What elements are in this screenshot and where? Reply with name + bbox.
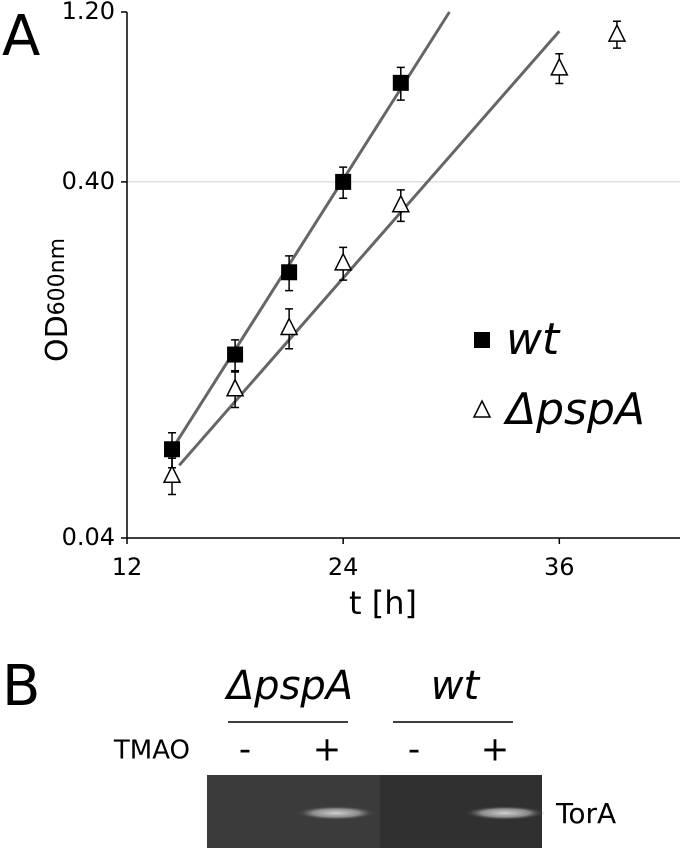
treatment-label: TMAO	[113, 736, 190, 766]
gel-band	[296, 806, 376, 820]
lane-label: -	[239, 730, 251, 770]
x-tick-label: 36	[544, 553, 575, 581]
panel-label: B	[2, 654, 40, 719]
y-tick-label: 0.40	[62, 167, 115, 195]
data-point	[225, 378, 245, 397]
legend-label: wt	[506, 314, 561, 365]
lane-label: +	[313, 730, 342, 770]
x-tick-label: 24	[328, 553, 359, 581]
data-point	[227, 346, 244, 363]
y-axis-label-main: OD	[40, 315, 75, 362]
group-label: ΔpspA	[224, 663, 353, 709]
y-tick-label: 0.04	[62, 523, 115, 551]
panel-label: A	[2, 4, 40, 69]
group-label: wt	[431, 663, 481, 709]
y-tick-label: 1.20	[62, 0, 115, 25]
data-point	[164, 441, 181, 458]
data-point	[333, 252, 353, 271]
fit-line	[178, 30, 561, 467]
gel-panel: ΔpspA wt TMAO - + - + TorA	[113, 663, 616, 848]
y-axis-label-sub: 600nm	[45, 238, 70, 315]
data-point	[281, 264, 298, 281]
lane-label: +	[481, 730, 510, 770]
legend-marker	[474, 332, 490, 348]
y-axis-label: OD600nm	[40, 238, 75, 362]
legend-marker	[472, 399, 492, 418]
data-point	[607, 23, 627, 42]
gel-band	[465, 806, 545, 820]
data-point	[279, 316, 299, 336]
x-axis-label: t [h]	[349, 584, 417, 622]
data-point	[335, 173, 352, 190]
lane-label: -	[408, 730, 420, 770]
legend-label: ΔpspA	[503, 384, 645, 435]
data-point	[391, 194, 411, 213]
data-point	[162, 464, 182, 484]
x-tick-label: 12	[112, 553, 143, 581]
band-label: TorA	[555, 797, 616, 830]
data-point	[550, 57, 569, 76]
data-point	[392, 74, 409, 91]
